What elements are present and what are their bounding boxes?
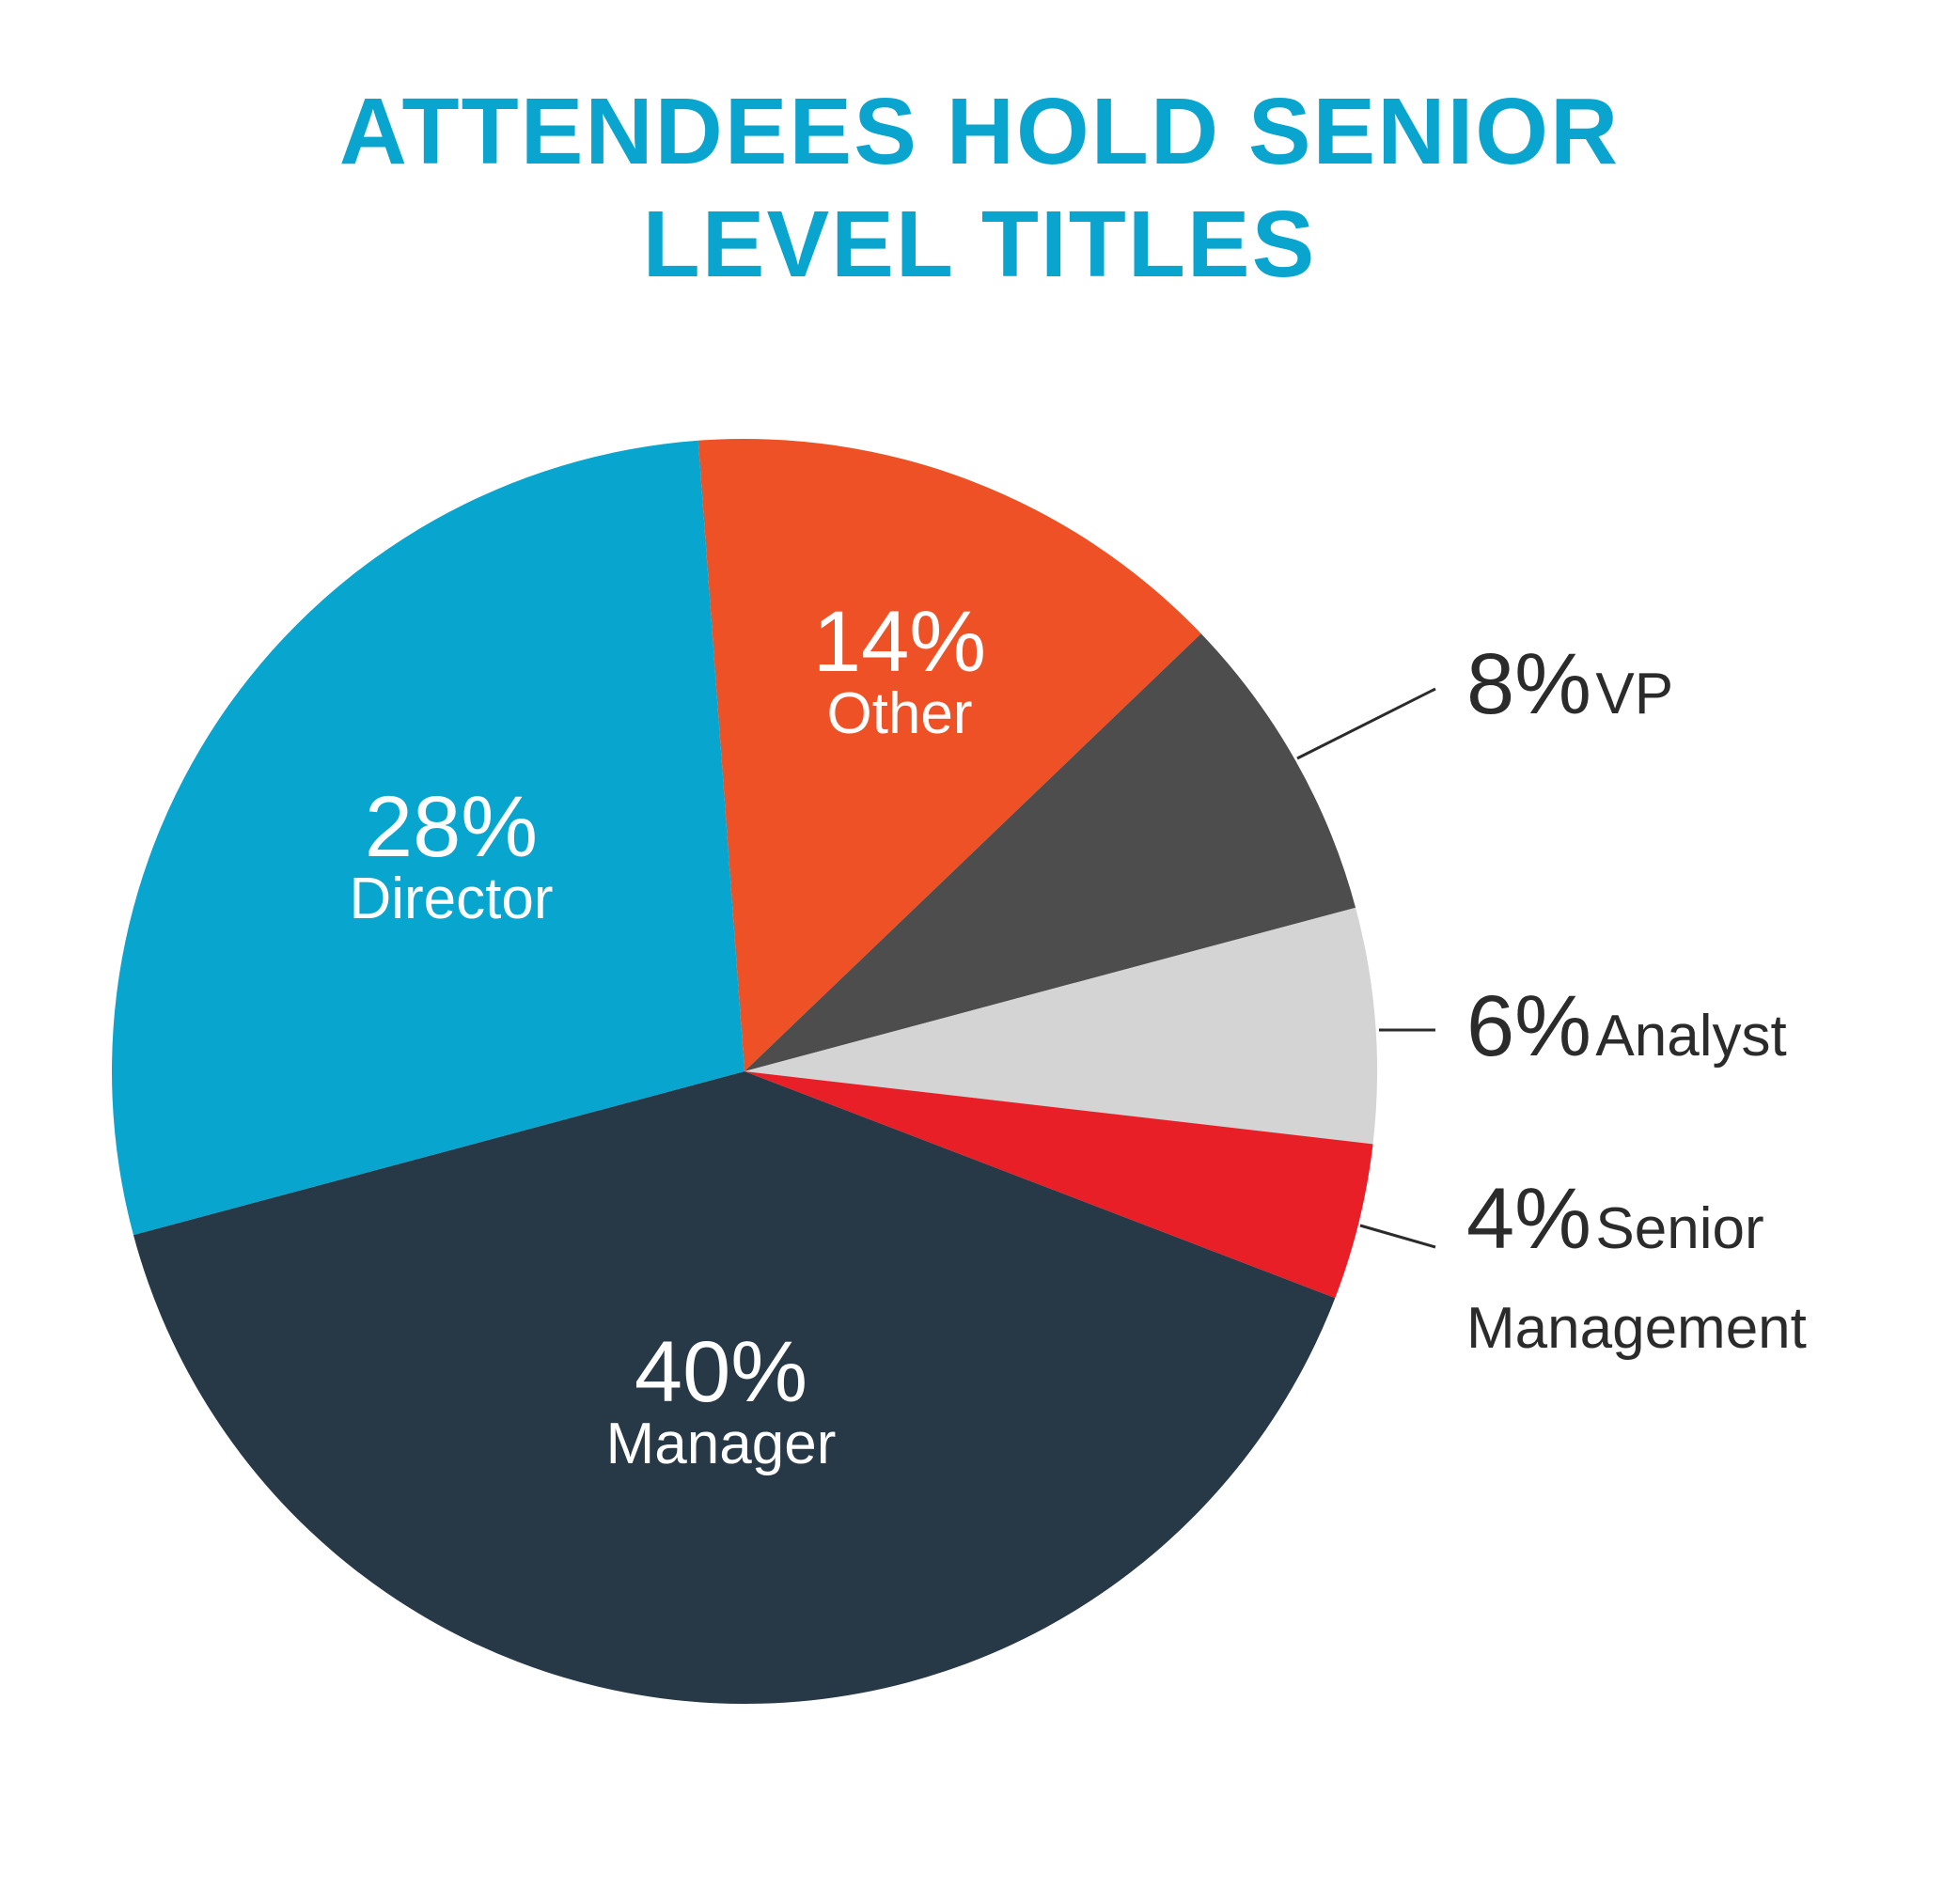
pie-slice (744, 1071, 1373, 1299)
slice-label: 6% Analyst (1466, 983, 1861, 1094)
category-label: Director (349, 866, 554, 931)
leader-line (1296, 687, 1436, 760)
value-label: 6% (1466, 978, 1591, 1074)
category-label: Other (826, 681, 973, 746)
value-label: 40% (634, 1324, 808, 1420)
slice-label: 8% VP (1466, 641, 1861, 752)
category-label: Analyst (1595, 1004, 1787, 1069)
pie-slice (744, 633, 1356, 1071)
pie-slice (697, 439, 1201, 1071)
chart-title: ATTENDEES HOLD SENIOR LEVEL TITLES (338, 79, 1621, 297)
leader-line (1359, 1224, 1436, 1249)
value-label: 4% (1466, 1171, 1591, 1267)
pie-slice (744, 907, 1377, 1145)
value-label: 14% (812, 594, 987, 690)
value-label: 28% (364, 779, 539, 875)
category-label: Senior Management (1466, 1196, 1807, 1361)
slice-label: 40% Manager (439, 1329, 1003, 1474)
pie-slice (111, 440, 744, 1236)
slice-label: 4% Senior Management (1466, 1176, 1861, 1386)
category-label: VP (1595, 662, 1674, 726)
category-label: Manager (605, 1412, 837, 1476)
slice-label: 28% Director (169, 784, 733, 929)
pie-slice (133, 1071, 1336, 1705)
value-label: 8% (1466, 636, 1591, 732)
slice-label: 14% Other (618, 599, 1182, 743)
